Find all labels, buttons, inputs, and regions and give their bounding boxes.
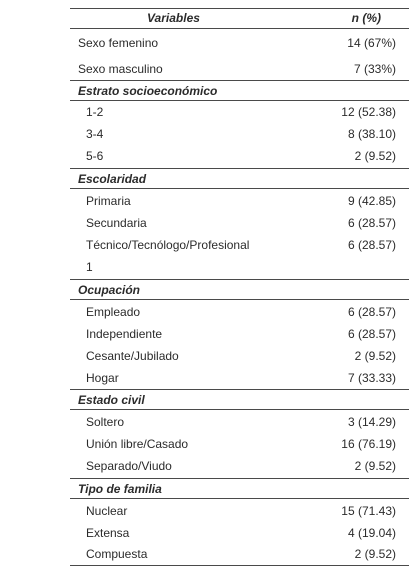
row-value: 6 (28.57) — [347, 216, 396, 230]
header-n-percent: n (%) — [351, 11, 381, 25]
row-label: Compuesta — [86, 547, 148, 561]
header-rule — [70, 28, 409, 29]
row-label: Técnico/Tecnólogo/Profesional — [86, 238, 250, 252]
row-value: 3 (14.29) — [347, 415, 396, 429]
row-value: 2 (9.52) — [354, 459, 396, 473]
header-variables: Variables — [147, 11, 200, 25]
row-value: 16 (76.19) — [341, 437, 396, 451]
section-rule — [70, 168, 409, 169]
row-label: Separado/Viudo — [86, 459, 172, 473]
row-value: 15 (71.43) — [341, 504, 396, 518]
row-value: 6 (28.57) — [347, 327, 396, 341]
row-value: 7 (33%) — [353, 62, 396, 76]
row-value: 9 (42.85) — [347, 194, 396, 208]
row-label: Sexo masculino — [78, 62, 163, 76]
row-label: Soltero — [86, 415, 125, 429]
table-bottom-rule — [70, 565, 409, 566]
row-label: Cesante/Jubilado — [86, 349, 179, 363]
section-label: Escolaridad — [78, 172, 147, 186]
row-label: Nuclear — [86, 504, 128, 518]
section-label: Tipo de familia — [78, 482, 162, 496]
row-label: Empleado — [86, 305, 141, 319]
section-rule — [70, 478, 409, 479]
section-rule — [70, 279, 409, 280]
row-label: 1 — [86, 260, 93, 274]
section-label: Estrato socioeconómico — [78, 84, 218, 98]
row-label: Unión libre/Casado — [86, 437, 189, 451]
row-value: 6 (28.57) — [347, 305, 396, 319]
row-label: Sexo femenino — [78, 36, 159, 50]
section-rule — [70, 299, 409, 300]
row-label: 5-6 — [86, 149, 104, 163]
section-rule — [70, 389, 409, 390]
row-label: Extensa — [86, 526, 130, 540]
row-label: Primaria — [86, 194, 131, 208]
section-rule — [70, 498, 409, 499]
row-label: Hogar — [86, 371, 119, 385]
row-label: 1-2 — [86, 105, 104, 119]
row-value: 6 (28.57) — [347, 238, 396, 252]
table-top-rule — [70, 8, 409, 9]
row-value: 2 (9.52) — [354, 349, 396, 363]
row-value: 8 (38.10) — [347, 127, 396, 141]
section-rule — [70, 409, 409, 410]
row-label: Secundaria — [86, 216, 147, 230]
row-value: 2 (9.52) — [354, 547, 396, 561]
row-label: Independiente — [86, 327, 163, 341]
row-value: 7 (33.33) — [347, 371, 396, 385]
section-rule — [70, 100, 409, 101]
section-rule — [70, 80, 409, 81]
section-label: Ocupación — [78, 283, 141, 297]
section-label: Estado civil — [78, 393, 145, 407]
row-value: 2 (9.52) — [354, 149, 396, 163]
row-value: 12 (52.38) — [341, 105, 396, 119]
section-rule — [70, 188, 409, 189]
row-value: 4 (19.04) — [347, 526, 396, 540]
row-label: 3-4 — [86, 127, 104, 141]
row-value: 14 (67%) — [347, 36, 396, 50]
